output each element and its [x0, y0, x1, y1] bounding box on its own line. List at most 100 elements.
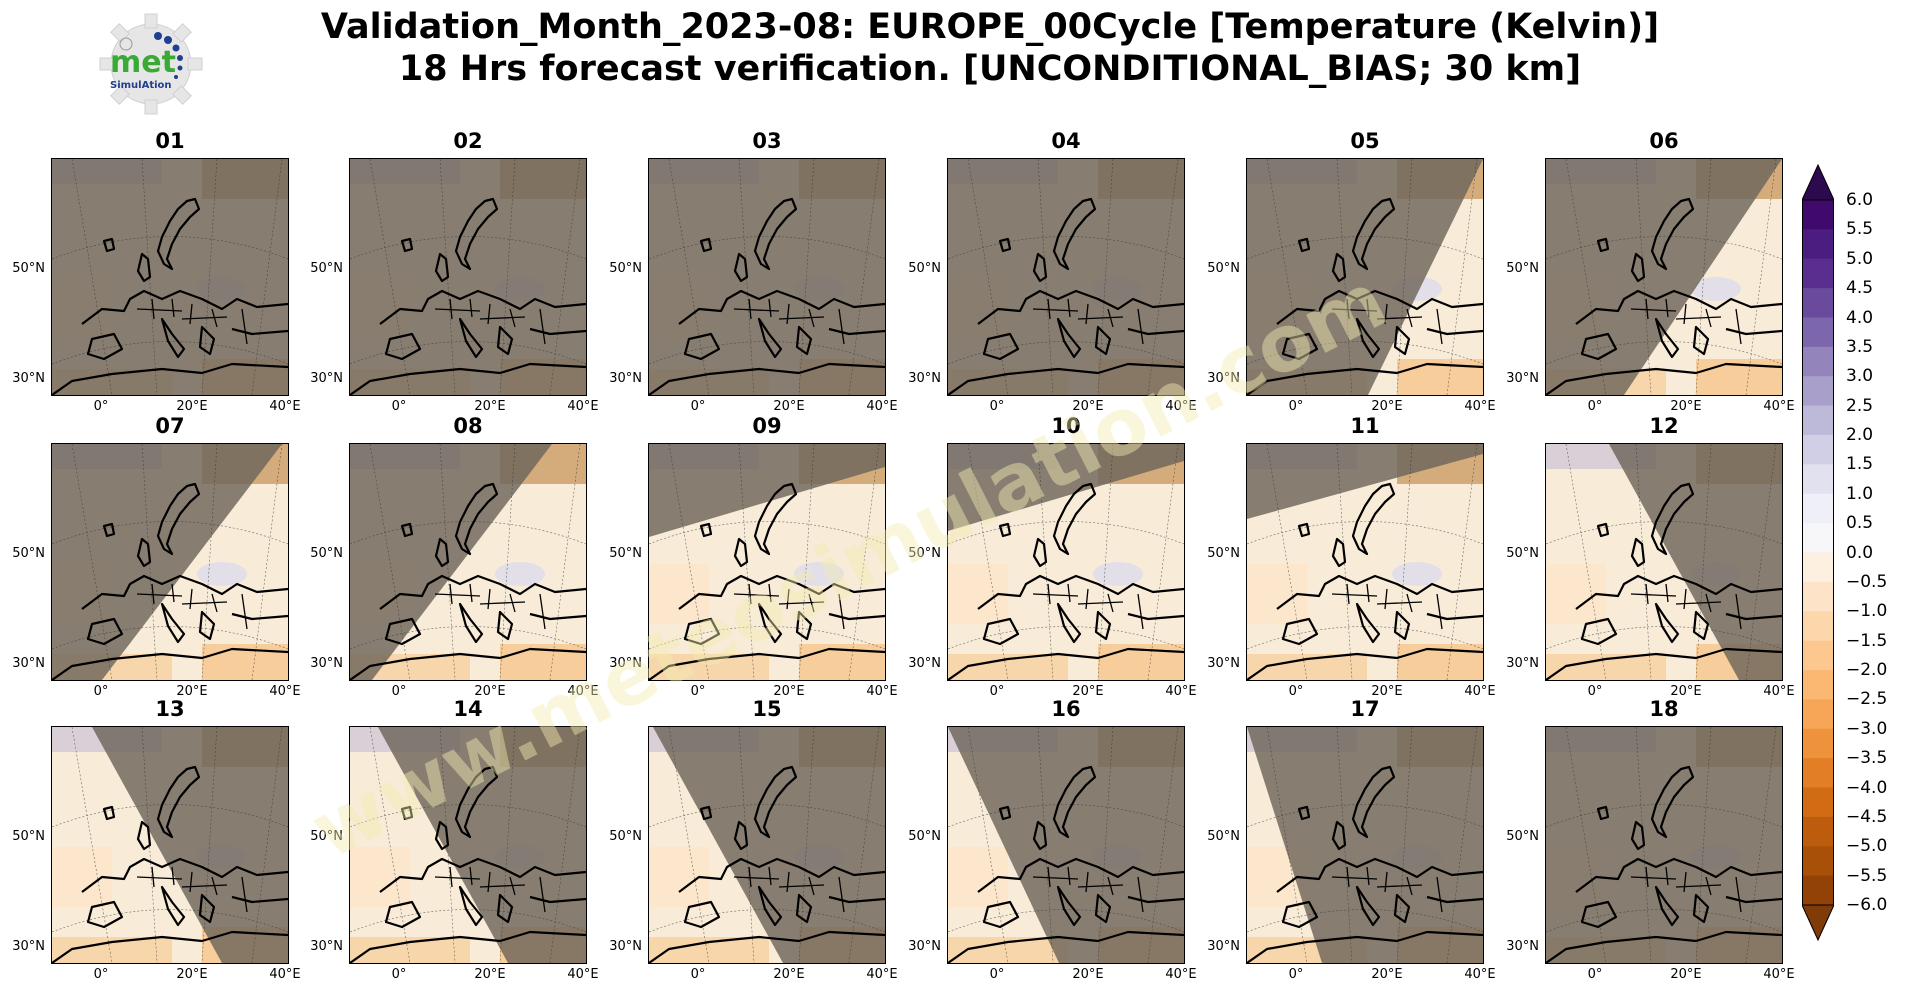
lon-label-lon-3: 40°E: [1165, 967, 1197, 982]
panel-title: 02: [453, 129, 483, 153]
forecast-panel-17: 17 50°N 30°N 0° 20°E 40°E: [1207, 697, 1495, 982]
colorbar-tick-label: −2.0: [1846, 660, 1888, 680]
forecast-panel-07: 07 50°N 30°N 0° 20°E 40°E: [12, 414, 300, 699]
panel-title: 09: [752, 414, 782, 438]
met-simulation-logo: met SimulAtion: [96, 10, 206, 118]
lat-label-30n: 30°N: [1506, 371, 1539, 386]
lat-label-50n: 50°N: [1207, 829, 1240, 844]
colorbar-bin: [1802, 229, 1834, 260]
panel-map: [648, 726, 886, 964]
lon-label-lon-1: 0°: [93, 967, 109, 982]
lat-label-50n: 50°N: [310, 546, 343, 561]
title-line-1: Validation_Month_2023-08: EUROPE_00Cycle…: [320, 7, 1660, 47]
colorbar-bin: [1802, 728, 1834, 759]
lon-label-lon-2: 20°E: [1371, 399, 1403, 414]
forecast-panel-15: 15 50°N 30°N 0° 20°E 40°E: [609, 697, 897, 982]
colorbar-tick-label: 4.0: [1846, 307, 1874, 328]
forecast-panel-04: 04 50°N 30°N 0° 20°E 40°E: [908, 129, 1196, 414]
forecast-panel-13: 13 50°N 30°N 0° 20°E 40°E: [12, 697, 300, 982]
lat-label-50n: 50°N: [609, 829, 642, 844]
lon-label-lon-3: 40°E: [866, 684, 898, 699]
lon-label-lon-1: 0°: [1587, 399, 1603, 414]
lat-label-30n: 30°N: [1506, 939, 1539, 954]
colorbar-tick-label: −2.5: [1846, 689, 1888, 710]
lon-label-lon-1: 0°: [391, 684, 407, 699]
panel-title: 15: [752, 697, 782, 721]
lon-label-lon-1: 0°: [989, 967, 1005, 982]
lat-label-50n: 50°N: [12, 261, 45, 276]
colorbar-bin: [1802, 258, 1834, 289]
lon-label-lon-1: 0°: [93, 399, 109, 414]
lat-label-50n: 50°N: [310, 261, 343, 276]
gear-icon: met SimulAtion: [99, 13, 203, 115]
lat-label-30n: 30°N: [609, 371, 642, 386]
panel-title: 01: [155, 129, 185, 153]
colorbar-bin: [1802, 435, 1834, 465]
logo-text-main: met: [110, 45, 176, 80]
panel-map: [1545, 158, 1783, 396]
panel-map: [1545, 443, 1783, 681]
lon-label-lon-3: 40°E: [269, 967, 301, 982]
colorbar-bin: [1802, 405, 1834, 436]
forecast-panel-18: 18 50°N 30°N 0° 20°E 40°E: [1506, 697, 1794, 982]
lon-label-lon-3: 40°E: [1464, 967, 1496, 982]
lon-label-lon-1: 0°: [391, 967, 407, 982]
lon-label-lon-1: 0°: [690, 967, 706, 982]
colorbar-bin: [1802, 552, 1834, 583]
lat-label-50n: 50°N: [310, 829, 343, 844]
lon-label-lon-3: 40°E: [1464, 399, 1496, 414]
colorbar-tick-label: 0.5: [1846, 513, 1874, 534]
lon-label-lon-3: 40°E: [567, 684, 599, 699]
lon-label-lon-1: 0°: [93, 684, 109, 699]
lon-label-lon-3: 40°E: [269, 399, 301, 414]
panel-title: 05: [1350, 129, 1380, 153]
panel-title: 08: [453, 414, 483, 438]
lon-label-lon-1: 0°: [1288, 684, 1304, 699]
forecast-panel-05: 05 50°N 30°N 0° 20°E 40°E: [1207, 129, 1495, 414]
colorbar: [1802, 163, 1834, 942]
lon-label-lon-2: 20°E: [474, 399, 506, 414]
lon-label-lon-3: 40°E: [567, 967, 599, 982]
panel-map: [51, 726, 289, 964]
colorbar-bin: [1802, 288, 1834, 319]
lon-label-lon-2: 20°E: [1670, 967, 1702, 982]
lon-label-lon-1: 0°: [1288, 967, 1304, 982]
figure-title: Validation_Month_2023-08: EUROPE_00Cycle…: [200, 6, 1780, 90]
panel-title: 06: [1649, 129, 1679, 153]
lat-label-50n: 50°N: [1506, 546, 1539, 561]
colorbar-tick-label: −1.5: [1846, 630, 1888, 651]
lon-label-lon-1: 0°: [690, 399, 706, 414]
lat-label-50n: 50°N: [1207, 546, 1240, 561]
colorbar-bin: [1802, 581, 1834, 612]
logo-text-sub: SimulAtion: [110, 80, 172, 91]
forecast-panel-01: 01 50°N 30°N 0° 20°E 40°E: [12, 129, 300, 414]
lon-label-lon-2: 20°E: [773, 399, 805, 414]
forecast-panel-02: 02 50°N 30°N 0° 20°E 40°E: [310, 129, 598, 414]
colorbar-tick-label: 6.0: [1846, 190, 1874, 210]
colorbar-tick-label: 2.5: [1846, 395, 1874, 416]
panel-title: 12: [1649, 414, 1679, 438]
lon-label-lon-3: 40°E: [1464, 684, 1496, 699]
colorbar-bin: [1802, 640, 1834, 671]
lon-label-lon-2: 20°E: [1670, 684, 1702, 699]
colorbar-bin: [1802, 699, 1834, 730]
colorbar-tick-label: −4.0: [1846, 777, 1888, 798]
lat-label-30n: 30°N: [12, 656, 45, 671]
panel-title: 11: [1350, 414, 1380, 438]
lon-label-lon-2: 20°E: [773, 684, 805, 699]
colorbar-tick-label: 0.0: [1846, 542, 1874, 563]
forecast-panel-16: 16 50°N 30°N 0° 20°E 40°E: [908, 697, 1196, 982]
colorbar-bin: [1802, 200, 1834, 230]
panel-title: 03: [752, 129, 782, 153]
forecast-panel-09: 09 50°N 30°N 0° 20°E 40°E: [609, 414, 897, 699]
panel-map: [648, 443, 886, 681]
colorbar-tick-label: −4.5: [1846, 806, 1888, 827]
colorbar-bin: [1802, 346, 1834, 377]
forecast-panel-11: 11 50°N 30°N 0° 20°E 40°E: [1207, 414, 1495, 699]
lat-label-30n: 30°N: [1207, 371, 1240, 386]
lat-label-50n: 50°N: [609, 546, 642, 561]
lon-label-lon-2: 20°E: [474, 967, 506, 982]
lat-label-30n: 30°N: [310, 656, 343, 671]
lon-label-lon-3: 40°E: [866, 967, 898, 982]
